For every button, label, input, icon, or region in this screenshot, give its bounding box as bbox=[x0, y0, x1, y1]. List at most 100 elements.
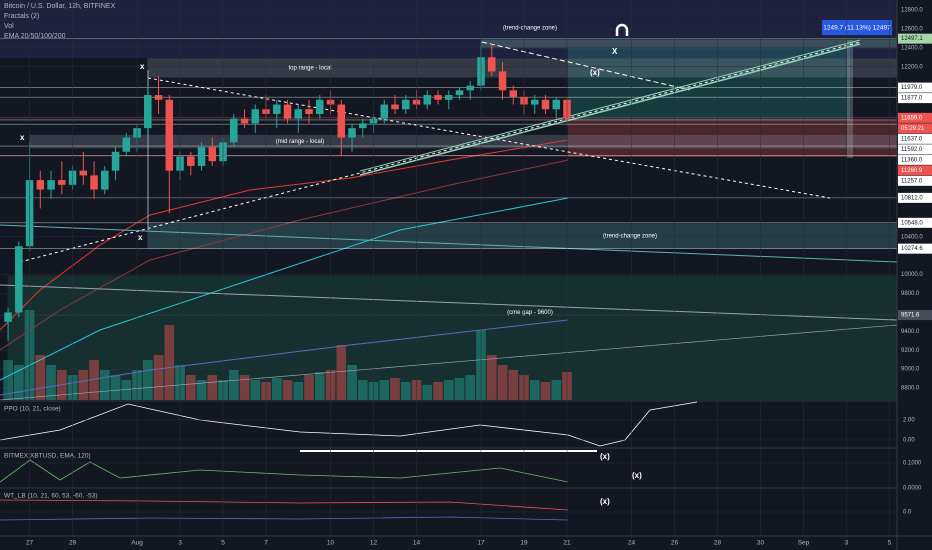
x-tick-label: 29 bbox=[69, 540, 77, 547]
zone-label: (cme gap - 9600) bbox=[507, 310, 553, 316]
zone-label: (mid range - local) bbox=[276, 139, 324, 145]
index-line bbox=[0, 459, 569, 483]
x-tick-label: 10 bbox=[327, 540, 335, 547]
candle-body bbox=[488, 57, 496, 72]
candle-body bbox=[541, 99, 550, 110]
volume-bar bbox=[454, 378, 465, 400]
price-tag bbox=[898, 144, 932, 155]
candle-body bbox=[294, 109, 303, 119]
x-tick-label: 26 bbox=[671, 540, 679, 547]
price-tag bbox=[898, 93, 932, 104]
volume-bar bbox=[314, 372, 325, 400]
y-tick-label: 9800.0 bbox=[901, 291, 920, 297]
price-tag bbox=[898, 175, 932, 186]
candle-body bbox=[36, 180, 45, 190]
x-tick-label: 17 bbox=[477, 540, 485, 547]
price-tag-label: 11360.0 bbox=[901, 157, 923, 163]
volume-bar bbox=[164, 325, 175, 400]
volume-bar bbox=[282, 380, 293, 400]
candle-body bbox=[15, 246, 23, 313]
volume-bar bbox=[239, 375, 250, 400]
wt-line bbox=[0, 516, 569, 521]
price-tag bbox=[898, 217, 932, 228]
candle-body bbox=[348, 128, 356, 138]
wt-line bbox=[0, 499, 569, 511]
y-tick-label: 12600.0 bbox=[901, 26, 923, 32]
y-tick-label: 12800.0 bbox=[901, 8, 923, 14]
channel bbox=[359, 39, 861, 172]
volume-bar bbox=[336, 345, 347, 400]
channel bbox=[359, 43, 861, 176]
pane-label: PPO (10, 21, close) bbox=[4, 406, 61, 413]
price-tag-label: 10548.0 bbox=[901, 220, 923, 226]
y-tick-label: 0.00 bbox=[903, 438, 915, 444]
legend-entry: Fractals (2) bbox=[4, 13, 39, 20]
y-tick-label: 2.00 bbox=[903, 418, 915, 424]
volume-bar bbox=[443, 380, 454, 400]
volume-bar bbox=[110, 375, 121, 400]
price-tag-label: 11979.0 bbox=[901, 85, 923, 91]
countdown-tag bbox=[898, 123, 932, 134]
candle-body bbox=[4, 312, 12, 322]
candle-body bbox=[165, 99, 174, 171]
volume-bar bbox=[379, 380, 390, 400]
volume-bar bbox=[390, 378, 400, 400]
candle-body bbox=[58, 180, 66, 185]
candle-body bbox=[509, 90, 518, 97]
annotation: x bbox=[140, 62, 145, 71]
volume-bar bbox=[486, 355, 497, 400]
trendline bbox=[19, 41, 861, 263]
countdown: 05:29:21 bbox=[901, 126, 925, 132]
volume-bar bbox=[228, 370, 239, 400]
volume-bar bbox=[153, 355, 164, 400]
candle-body bbox=[251, 109, 260, 124]
price-tag bbox=[898, 112, 932, 123]
candle-body bbox=[445, 95, 453, 100]
candle-body bbox=[283, 104, 292, 119]
volume-bar bbox=[508, 370, 519, 400]
x-tick-label: 30 bbox=[757, 540, 765, 547]
volume-bar bbox=[465, 375, 476, 400]
volume-bar bbox=[99, 370, 110, 400]
candle-body bbox=[197, 147, 206, 166]
zone-label: top range - local bbox=[288, 65, 331, 71]
price-tag bbox=[898, 33, 932, 44]
y-tick-label: 12400.0 bbox=[901, 45, 923, 51]
price-tag-label: 10812.0 bbox=[901, 195, 923, 201]
y-tick-label: 9400.0 bbox=[901, 329, 920, 335]
candle-body bbox=[111, 151, 120, 171]
price-tag bbox=[898, 243, 932, 254]
price-tag-label: 12497.1 bbox=[901, 36, 923, 42]
volume-bar bbox=[529, 380, 540, 400]
ppo-line bbox=[0, 401, 698, 447]
zone bbox=[147, 58, 897, 78]
price-tag-label: 11659.0 bbox=[901, 115, 923, 121]
volume-bar bbox=[250, 380, 261, 400]
x-tick-label: 19 bbox=[520, 540, 528, 547]
price-tag bbox=[898, 82, 932, 93]
x-tick-label: Sep bbox=[798, 540, 810, 547]
candle-body bbox=[530, 99, 539, 105]
y-tick-label: 9200.0 bbox=[901, 348, 920, 354]
y-tick-label: 10000.0 bbox=[901, 272, 923, 278]
volume-bar bbox=[422, 385, 433, 400]
candle-body bbox=[273, 104, 281, 114]
candle-body bbox=[316, 99, 324, 114]
x-tick-label: 24 bbox=[628, 540, 636, 547]
zone bbox=[7, 275, 897, 400]
y-tick-label: 8800.0 bbox=[901, 386, 920, 392]
zone-label: (trend-change zone) bbox=[603, 234, 657, 240]
magnet-icon bbox=[615, 23, 629, 36]
volume-bar bbox=[89, 360, 99, 400]
x-tick-label: Aug bbox=[131, 540, 143, 547]
trendline bbox=[0, 284, 897, 321]
candle-body bbox=[208, 147, 217, 162]
price-tag-label: 11877.0 bbox=[901, 96, 923, 102]
volume-bar bbox=[78, 370, 89, 400]
ema-50 bbox=[0, 159, 569, 351]
candle-body bbox=[240, 118, 249, 124]
candle-body bbox=[402, 99, 410, 110]
price-tag bbox=[898, 310, 932, 321]
y-tick-label: 12200.0 bbox=[901, 64, 923, 70]
x-tick-label: 5 bbox=[888, 540, 892, 547]
